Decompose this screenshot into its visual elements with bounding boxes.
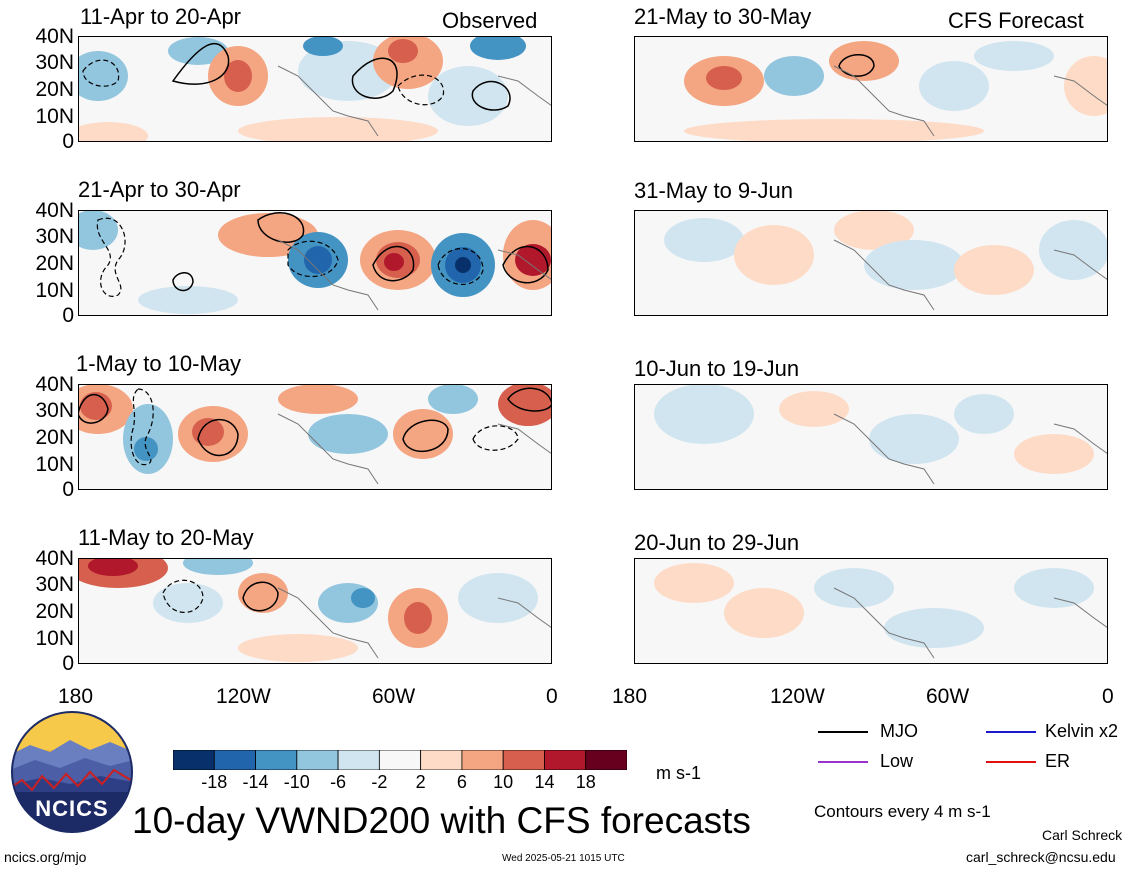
legend-kelvin: Kelvin x2 xyxy=(1045,721,1119,741)
legend-er: ER xyxy=(1045,751,1071,771)
colorbar-tick-label: 10 xyxy=(493,772,514,792)
map-panel-fc-4 xyxy=(634,558,1108,664)
lat-tick-label: 40N xyxy=(35,199,74,222)
panel-title-fc-2: 31-May to 9-Jun xyxy=(634,178,793,203)
panel-title-fc-4: 20-Jun to 29-Jun xyxy=(634,530,800,555)
footer-timestamp: Wed 2025-05-21 1015 UTC xyxy=(502,853,625,864)
colorbar-segment xyxy=(502,749,545,771)
observed-label: Observed xyxy=(442,8,538,33)
colorbar-tick-label: -10 xyxy=(283,772,310,792)
lat-tick-label: 10N xyxy=(35,105,74,128)
lat-tick-label: 0 xyxy=(62,304,74,327)
panel-title-fc-1: 21-May to 30-May xyxy=(634,4,812,29)
lon-tick-left-2: 60W xyxy=(372,685,416,708)
lat-tick-label: 30N xyxy=(35,399,74,422)
lon-tick-right-0: 180 xyxy=(612,685,648,708)
colorbar-segment xyxy=(296,749,339,771)
er-line-swatch xyxy=(986,761,1036,763)
lat-tick-label: 30N xyxy=(35,51,74,74)
footer-email: carl_schreck@ncsu.edu xyxy=(966,849,1116,865)
ncics-logo: NCICS xyxy=(10,710,134,834)
lon-tick-right-2: 60W xyxy=(926,685,970,708)
panel-title-obs-3: 1-May to 10-May xyxy=(76,351,242,376)
colorbar-tick-label: -2 xyxy=(371,772,388,792)
mjo-line-swatch xyxy=(818,731,868,733)
kelvin-line-swatch xyxy=(986,731,1036,733)
lon-tick-left-1: 120W xyxy=(216,685,271,708)
colorbar-segment xyxy=(213,749,256,771)
main-title: 10-day VWND200 with CFS forecasts xyxy=(132,800,751,841)
contour-note: Contours every 4 m s-1 xyxy=(814,802,991,821)
map-panel-obs-2 xyxy=(78,210,552,316)
colorbar-segment xyxy=(461,749,504,771)
lat-tick-label: 0 xyxy=(62,130,74,153)
map-panel-fc-2 xyxy=(634,210,1108,316)
colorbar-segment xyxy=(255,749,298,771)
lat-tick-label: 30N xyxy=(35,573,74,596)
colorbar-segment xyxy=(544,749,587,771)
lat-tick-label: 20N xyxy=(35,78,74,101)
lon-tick-left-3: 0 xyxy=(546,685,558,708)
colorbar-tick-label: 6 xyxy=(456,772,467,792)
lat-tick-label: 0 xyxy=(62,652,74,675)
panel-title-obs-2: 21-Apr to 30-Apr xyxy=(78,177,241,202)
lat-tick-label: 10N xyxy=(35,627,74,650)
panel-title-fc-3: 10-Jun to 19-Jun xyxy=(634,356,800,381)
footer-url: ncics.org/mjo xyxy=(4,849,87,865)
colorbar-segment xyxy=(172,749,215,771)
lon-tick-left-0: 180 xyxy=(58,685,94,708)
footer-author: Carl Schreck xyxy=(1042,827,1123,843)
legend-mjo: MJO xyxy=(880,721,918,741)
lat-tick-label: 10N xyxy=(35,453,74,476)
colorbar-segment xyxy=(585,749,628,771)
map-panel-obs-3 xyxy=(78,384,552,490)
colorbar-tick-label: -18 xyxy=(201,772,228,792)
colorbar xyxy=(172,749,628,771)
logo-text: NCICS xyxy=(35,796,109,821)
lat-tick-label: 30N xyxy=(35,225,74,248)
map-panel-fc-3 xyxy=(634,384,1108,490)
colorbar-segment xyxy=(378,749,422,771)
colorbar-tick-label: -6 xyxy=(330,772,347,792)
lon-tick-right-3: 0 xyxy=(1102,685,1114,708)
map-panel-obs-1 xyxy=(78,36,552,142)
low-line-swatch xyxy=(818,761,868,763)
lat-tick-label: 40N xyxy=(35,25,74,48)
colorbar-tick-label: -14 xyxy=(242,772,269,792)
panel-title-obs-4: 11-May to 20-May xyxy=(78,525,254,550)
lon-tick-right-1: 120W xyxy=(770,685,825,708)
lat-tick-label: 0 xyxy=(62,478,74,501)
lat-tick-label: 20N xyxy=(35,426,74,449)
lat-tick-label: 40N xyxy=(35,373,74,396)
panel-title-obs-1: 11-Apr to 20-Apr xyxy=(80,4,242,29)
colorbar-unit: m s-1 xyxy=(656,763,701,783)
map-panel-obs-4 xyxy=(78,558,552,664)
lat-tick-label: 10N xyxy=(35,279,74,302)
colorbar-segment xyxy=(337,749,380,771)
colorbar-segment xyxy=(420,749,463,771)
forecast-label: CFS Forecast xyxy=(948,8,1084,33)
legend-low: Low xyxy=(880,751,914,771)
lat-tick-label: 40N xyxy=(35,547,74,570)
colorbar-tick-label: 2 xyxy=(415,772,426,792)
lat-tick-label: 20N xyxy=(35,252,74,275)
lat-tick-label: 20N xyxy=(35,600,74,623)
colorbar-tick-label: 18 xyxy=(575,772,596,792)
colorbar-tick-label: 14 xyxy=(534,772,555,792)
map-panel-fc-1 xyxy=(634,36,1108,142)
